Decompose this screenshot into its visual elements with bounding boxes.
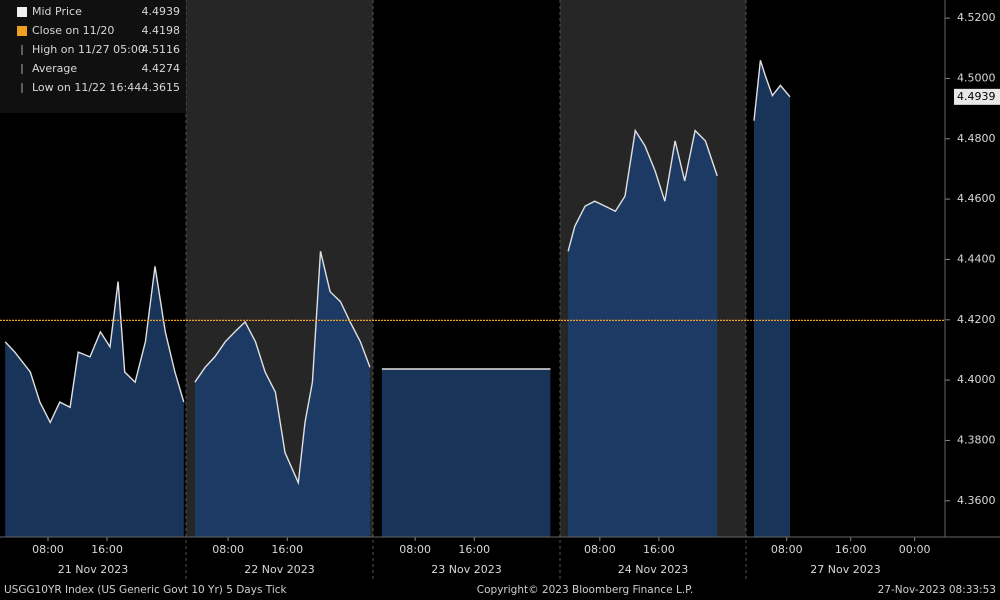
y-tick-label: 4.5000 [957,71,996,84]
last-price-label: 4.4939 [957,90,996,103]
area [381,369,551,537]
legend-value: 4.4274 [142,62,181,75]
legend-value: 4.4939 [142,5,181,18]
y-tick-label: 4.4600 [957,192,996,205]
legend-box [0,0,186,113]
area [568,130,718,537]
area [194,251,370,538]
legend-icon [17,7,27,17]
y-tick-label: 4.4200 [957,313,996,326]
legend-label: Low on 11/22 16:44 [32,81,141,94]
x-tick-label: 08:00 [584,543,616,556]
price-line [567,128,718,252]
day-label: 24 Nov 2023 [618,563,688,576]
legend-value: 4.3615 [142,81,181,94]
x-tick-label: 08:00 [32,543,64,556]
y-tick-label: 4.4000 [957,373,996,386]
x-tick-label: 16:00 [458,543,490,556]
y-tick-label: 4.4800 [957,132,996,145]
x-tick-label: 16:00 [643,543,675,556]
legend-value: 4.4198 [142,24,181,37]
area [5,266,184,537]
price-line [4,266,185,424]
price-line [194,251,371,486]
x-tick-label: 08:00 [399,543,431,556]
x-tick-label: 16:00 [91,543,123,556]
y-tick-label: 4.4400 [957,252,996,265]
price-line [753,60,791,121]
day-label: 22 Nov 2023 [244,563,314,576]
legend-label: High on 11/27 05:00 [32,43,145,56]
legend-label: Mid Price [32,5,82,18]
x-tick-label: 08:00 [212,543,244,556]
x-tick-label: 16:00 [271,543,303,556]
legend-icon [17,26,27,36]
legend-label: Average [32,62,77,75]
day-label: 23 Nov 2023 [431,563,501,576]
x-tick-label: 08:00 [771,543,803,556]
footer-center: Copyright© 2023 Bloomberg Finance L.P. [477,584,693,596]
footer-left: USGG10YR Index (US Generic Govt 10 Yr) 5… [4,584,288,596]
y-tick-label: 4.3600 [957,494,996,507]
day-label: 21 Nov 2023 [58,563,128,576]
y-tick-label: 4.3800 [957,433,996,446]
footer-right: 27-Nov-2023 08:33:53 [878,584,996,596]
legend-value: 4.5116 [142,43,181,56]
y-tick-label: 4.5200 [957,11,996,24]
day-label: 27 Nov 2023 [810,563,880,576]
legend-label: Close on 11/20 [32,24,114,37]
x-tick-label: 00:00 [899,543,931,556]
x-tick-label: 16:00 [835,543,867,556]
area [754,60,790,538]
last-price-tag [954,88,1000,105]
